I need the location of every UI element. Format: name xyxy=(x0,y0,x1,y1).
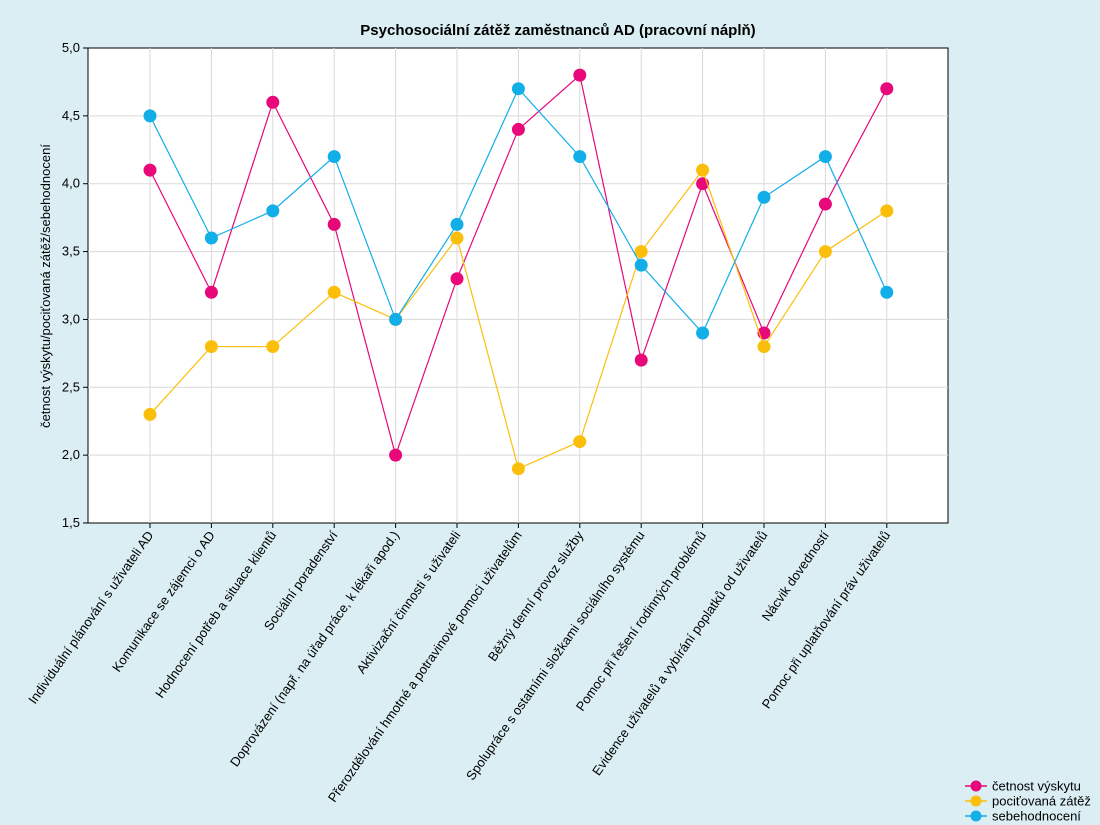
data-point xyxy=(634,353,648,367)
data-point xyxy=(389,448,403,462)
data-point xyxy=(266,95,280,109)
data-point xyxy=(511,82,525,96)
legend-item: pociťovaná zátěž xyxy=(965,794,1091,809)
y-tick-label: 4,0 xyxy=(62,176,80,191)
data-point xyxy=(511,122,525,136)
data-point xyxy=(143,407,157,421)
data-point xyxy=(204,340,218,354)
data-point xyxy=(757,190,771,204)
data-point xyxy=(757,340,771,354)
data-point xyxy=(573,150,587,164)
data-point xyxy=(450,272,464,286)
legend-marker xyxy=(970,810,982,822)
data-point xyxy=(880,204,894,218)
data-point xyxy=(327,285,341,299)
gridlines xyxy=(88,48,948,523)
series-group xyxy=(143,68,894,476)
data-point xyxy=(266,204,280,218)
data-point xyxy=(327,150,341,164)
data-point xyxy=(204,231,218,245)
data-point xyxy=(573,435,587,449)
data-point xyxy=(696,163,710,177)
legend-label: sebehodnocení xyxy=(992,809,1081,824)
data-point xyxy=(634,258,648,272)
series-1 xyxy=(143,68,894,462)
legend-item: četnost výskytu xyxy=(965,779,1081,794)
y-axis-ticks: 1,5 2,0 2,5 3,0 3,5 4,0 4,5 5,0 xyxy=(62,40,88,530)
data-point xyxy=(450,231,464,245)
y-tick-label: 2,0 xyxy=(62,447,80,462)
y-tick-label: 3,0 xyxy=(62,311,80,326)
data-point xyxy=(880,285,894,299)
data-point xyxy=(634,245,648,259)
series-2 xyxy=(143,163,894,476)
data-point xyxy=(880,82,894,96)
data-point xyxy=(389,312,403,326)
y-tick-label: 3,5 xyxy=(62,244,80,259)
y-tick-label: 2,5 xyxy=(62,379,80,394)
legend-label: četnost výskytu xyxy=(992,779,1081,794)
data-point xyxy=(818,197,832,211)
y-tick-label: 5,0 xyxy=(62,40,80,55)
legend-marker xyxy=(970,795,982,807)
data-point xyxy=(143,163,157,177)
chart-title: Psychosociální zátěž zaměstnanců AD (pra… xyxy=(360,22,755,39)
data-point xyxy=(204,285,218,299)
data-point xyxy=(143,109,157,123)
legend-marker xyxy=(970,780,982,792)
data-point xyxy=(511,462,525,476)
data-point xyxy=(327,217,341,231)
y-axis-label: četnost výskytu/pociťovaná zátěž/sebehod… xyxy=(38,144,53,428)
data-point xyxy=(450,217,464,231)
data-point xyxy=(266,340,280,354)
legend-item: sebehodnocení xyxy=(965,809,1081,824)
y-tick-label: 1,5 xyxy=(62,515,80,530)
data-point xyxy=(573,68,587,82)
y-tick-label: 4,5 xyxy=(62,108,80,123)
legend-label: pociťovaná zátěž xyxy=(992,794,1091,809)
data-point xyxy=(818,245,832,259)
series-3 xyxy=(143,82,894,340)
data-point xyxy=(696,326,710,340)
data-point xyxy=(818,150,832,164)
